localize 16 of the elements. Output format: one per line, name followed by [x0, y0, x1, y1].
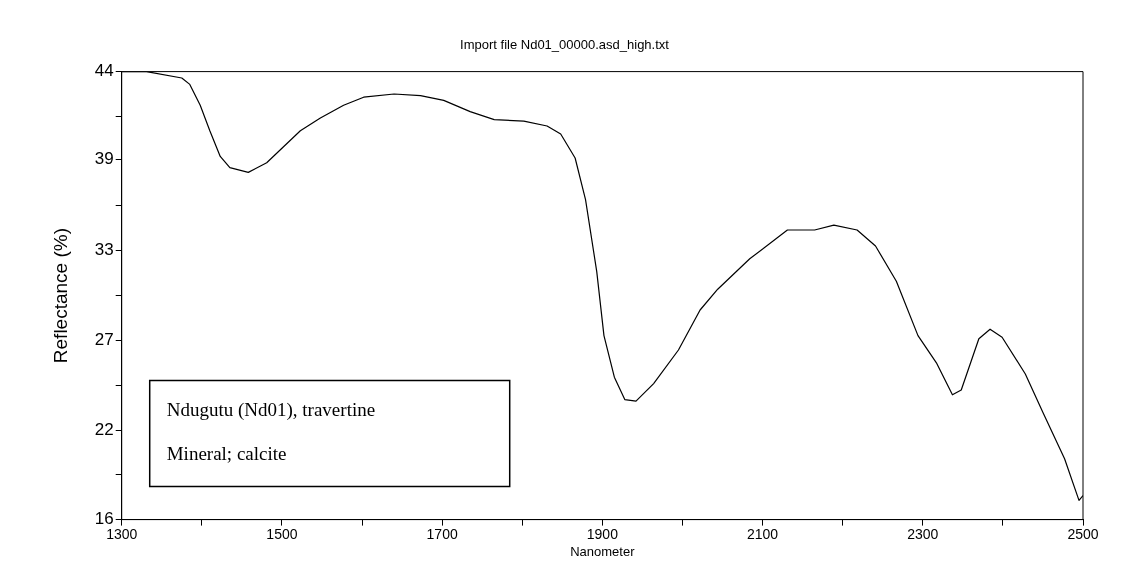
x-tick-label: 1700 — [426, 525, 458, 542]
annotation: Ndugutu (Nd01), travertine — [166, 398, 376, 421]
chart-title: Import file Nd01_00000.asd_high.txt — [460, 37, 670, 53]
y-tick-label: 44 — [94, 61, 114, 81]
x-tick-label: 2100 — [746, 525, 779, 542]
x-tick-label: 1500 — [266, 525, 298, 542]
y-axis-title: Reflectance (%) — [49, 228, 71, 364]
x-tick-label: 2500 — [1067, 525, 1099, 542]
x-tick-label: 2300 — [907, 525, 939, 542]
y-tick-label: 33 — [94, 240, 114, 260]
y-tick-label: 39 — [94, 149, 114, 169]
y-tick-label: 22 — [94, 419, 114, 439]
y-tick-label: 27 — [94, 330, 114, 350]
x-tick-label: 1900 — [586, 525, 619, 542]
annotation: Mineral; calcite — [166, 442, 287, 464]
x-axis-title: Nanometer — [570, 543, 636, 559]
